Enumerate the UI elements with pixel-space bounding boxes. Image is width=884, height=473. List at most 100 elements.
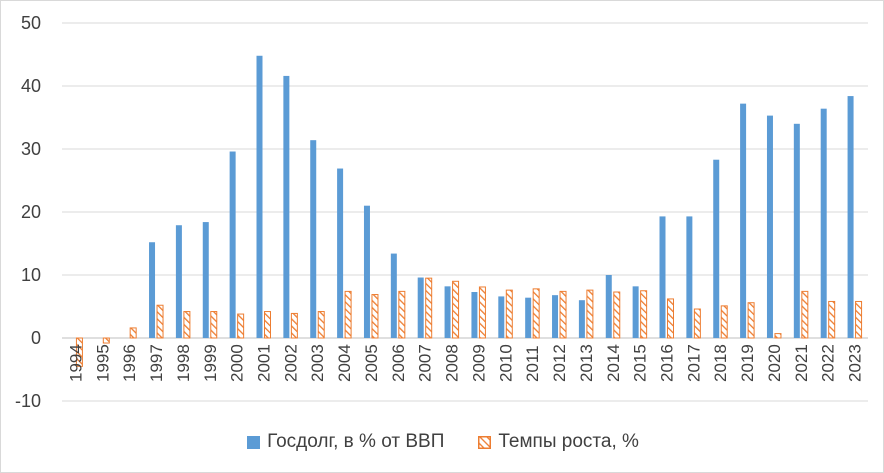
x-tick-label: 2020 [765, 344, 784, 382]
bar-debt [632, 286, 639, 338]
x-tick-label: 2008 [443, 344, 462, 382]
x-tick-label: 2001 [255, 344, 274, 382]
bar-debt [202, 222, 209, 338]
bar-growth [747, 302, 755, 339]
bar-debt [847, 96, 854, 338]
bar-debt [444, 286, 451, 338]
bar-growth [398, 290, 406, 339]
bar-growth [613, 291, 621, 339]
bar-debt [498, 296, 505, 338]
bar-growth [425, 277, 433, 339]
bar-growth [828, 300, 836, 339]
y-tick-label: 40 [21, 76, 41, 96]
bar-chart: -10 0 10 20 30 40 50 1994 1995 1996 1997 1998 1999 2… [15, 13, 868, 411]
x-tick-label: 2012 [550, 344, 569, 382]
bar-debt [471, 292, 478, 338]
x-tick-label: 2004 [335, 344, 354, 382]
y-tick-label: 30 [21, 139, 41, 159]
bar-debt [659, 216, 666, 338]
y-tick-label: 20 [21, 202, 41, 222]
bar-growth [667, 298, 674, 339]
bar-growth [156, 304, 164, 339]
y-tick-label: -10 [15, 391, 41, 411]
x-tick-label: 1999 [201, 344, 220, 382]
x-tick-label: 2009 [469, 344, 488, 382]
bar-debt [175, 225, 182, 338]
x-tick-label: 2002 [281, 344, 300, 382]
bar-debt [552, 295, 559, 338]
x-tick-label: 2010 [496, 344, 515, 382]
bar-growth [183, 311, 191, 339]
bar-debt [740, 103, 747, 338]
bars [75, 55, 863, 367]
bar-growth [774, 333, 782, 339]
x-tick-label: 2013 [577, 344, 596, 382]
x-tick-label: 2016 [658, 344, 677, 382]
bar-debt [310, 140, 317, 338]
x-tick-label: 2007 [416, 344, 435, 382]
bar-growth [801, 290, 809, 339]
x-tick-label: 2022 [819, 344, 838, 382]
x-tick-label: 2005 [362, 344, 381, 382]
bar-growth [505, 289, 513, 339]
x-tick-label: 2000 [228, 344, 247, 382]
x-tick-label: 1997 [147, 344, 166, 382]
bar-debt [713, 159, 720, 338]
x-tick-label: 1996 [120, 344, 139, 382]
bar-debt [256, 55, 263, 338]
bar-growth [855, 300, 863, 339]
bar-growth [586, 289, 594, 339]
bar-debt [229, 151, 236, 338]
x-tick-label: 2011 [523, 345, 542, 382]
legend-item-debt: Госдолг, в % от ВВП [247, 431, 444, 453]
bar-growth [344, 290, 352, 339]
bar-growth [102, 337, 110, 344]
x-tick-label: 1995 [93, 344, 112, 382]
legend-swatch-debt [247, 435, 261, 449]
y-tick-label: 10 [21, 265, 41, 285]
bar-debt [283, 75, 290, 339]
y-axis: -10 0 10 20 30 40 50 [15, 13, 41, 411]
bar-growth [478, 286, 486, 339]
bar-debt [337, 168, 344, 338]
legend-label-debt: Госдолг, в % от ВВП [267, 431, 445, 452]
bar-debt [820, 108, 827, 339]
legend-label-growth: Темпы роста, % [498, 431, 639, 452]
bar-debt [766, 115, 773, 338]
bar-debt [149, 242, 156, 338]
x-tick-label: 2015 [631, 344, 650, 382]
bar-debt [578, 300, 585, 338]
x-tick-label: 2021 [792, 344, 811, 382]
bar-growth [237, 313, 245, 339]
y-tick-label: 50 [21, 13, 41, 33]
x-tick-label: 2003 [308, 344, 327, 382]
bar-growth [720, 305, 728, 339]
bar-debt [793, 123, 800, 338]
x-tick-label: 1994 [66, 344, 85, 382]
legend-swatch-growth [478, 435, 492, 449]
gridlines [62, 22, 868, 402]
bar-debt [686, 216, 693, 338]
bar-growth [532, 288, 540, 339]
x-tick-label: 2023 [846, 344, 865, 382]
x-tick-label: 2006 [389, 344, 408, 382]
x-tick-label: 2018 [711, 344, 730, 382]
bar-growth [693, 308, 701, 339]
x-tick-label: 2017 [684, 344, 703, 382]
x-tick-label: 2019 [738, 344, 757, 382]
bar-growth [559, 290, 567, 339]
bar-growth [371, 294, 379, 339]
bar-growth [452, 280, 460, 339]
bar-debt [605, 275, 612, 338]
x-axis: 1994 1995 1996 1997 1998 1999 2000 2001 2002 2003… [66, 344, 864, 382]
bar-growth [129, 327, 137, 339]
x-tick-label: 2014 [604, 344, 623, 382]
bar-debt [363, 205, 370, 338]
bar-growth [75, 337, 83, 367]
bar-growth [317, 311, 325, 339]
x-tick-label: 1998 [174, 344, 193, 382]
bar-growth [640, 290, 648, 339]
bar-debt [390, 253, 397, 338]
bar-debt [417, 277, 424, 338]
bar-growth [210, 311, 218, 339]
